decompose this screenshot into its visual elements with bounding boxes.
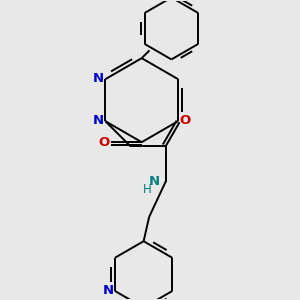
Text: N: N [149,175,160,188]
Text: N: N [93,72,104,85]
Text: N: N [103,284,114,298]
Text: N: N [93,114,104,127]
Text: O: O [98,136,110,149]
Text: H: H [142,183,151,196]
Text: O: O [179,113,191,127]
